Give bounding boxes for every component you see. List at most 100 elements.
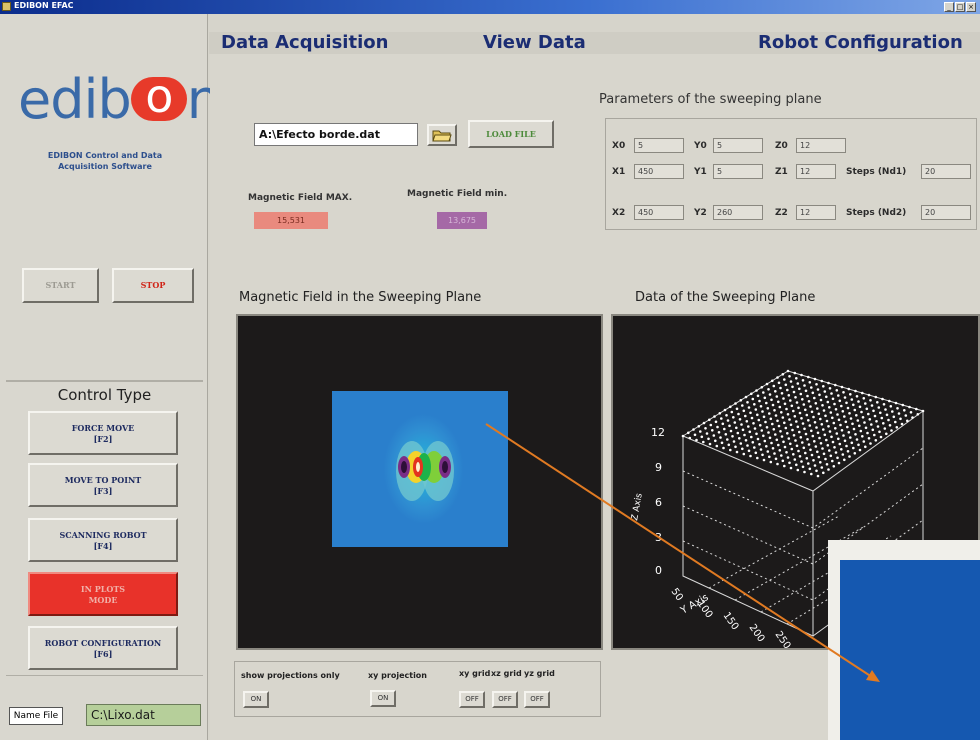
tab-robot-configuration[interactable]: Robot Configuration — [758, 32, 963, 53]
yz-grid-toggle[interactable]: OFF — [524, 691, 550, 708]
data-point — [825, 419, 829, 423]
data-point — [723, 427, 726, 431]
control-type-panel — [6, 380, 203, 676]
data-point — [867, 393, 871, 397]
data-point — [699, 430, 702, 433]
data-point — [727, 443, 731, 447]
name-file-field[interactable]: C:\Lixo.dat — [86, 704, 201, 726]
data-point — [838, 442, 842, 446]
load-file-button[interactable]: LOAD FILE — [468, 120, 554, 148]
xy-grid-toggle[interactable]: OFF — [459, 691, 485, 708]
data-point — [770, 441, 773, 445]
data-point — [858, 405, 862, 409]
data-point — [762, 434, 765, 438]
data-point — [801, 465, 805, 469]
data-point — [806, 394, 809, 398]
data-point — [916, 413, 920, 416]
stop-button[interactable]: STOP — [112, 268, 194, 303]
software-subtitle: EDIBON Control and Data Acquisition Soft… — [20, 150, 190, 172]
close-button[interactable]: × — [966, 2, 976, 12]
data-point — [753, 446, 756, 449]
data-point — [805, 413, 809, 417]
data-point — [697, 425, 701, 428]
start-button[interactable]: START — [22, 268, 99, 303]
data-point — [781, 373, 785, 376]
data-point — [829, 411, 833, 414]
data-point — [900, 422, 904, 426]
minimize-button[interactable]: _ — [944, 2, 954, 12]
data-point — [782, 397, 785, 400]
parameters-title: Parameters of the sweeping plane — [599, 92, 822, 107]
z-tick: 9 — [655, 461, 662, 474]
data-point — [807, 419, 810, 422]
control-type-title: Control Type — [57, 386, 152, 404]
y0-field[interactable]: 5 — [713, 138, 763, 153]
tab-data-acquisition[interactable]: Data Acquisition — [221, 32, 389, 53]
magnetic-field-min-label: Magnetic Field min. — [407, 189, 508, 199]
data-point — [769, 417, 773, 421]
data-point — [855, 414, 858, 417]
x1-field[interactable]: 450 — [634, 164, 684, 179]
xz-grid-toggle[interactable]: OFF — [492, 691, 518, 708]
zoom-inset — [828, 540, 980, 740]
data-point — [816, 407, 819, 410]
data-point — [804, 451, 807, 455]
data-point — [842, 434, 845, 437]
steps-nd2-field[interactable]: 20 — [921, 205, 971, 220]
data-point — [881, 397, 884, 401]
data-point — [796, 425, 800, 429]
y2-field[interactable]: 260 — [713, 205, 763, 220]
z0-field[interactable]: 12 — [796, 138, 846, 153]
data-point — [757, 418, 761, 422]
force-move-button[interactable]: FORCE MOVE [F2] — [28, 411, 178, 455]
z1-field[interactable]: 12 — [796, 164, 836, 179]
data-point — [765, 401, 768, 405]
data-point — [746, 401, 749, 404]
y1-field[interactable]: 5 — [713, 164, 763, 179]
data-point — [870, 423, 873, 426]
data-point — [813, 464, 817, 467]
file-path-input[interactable]: A:\Efecto borde.dat — [254, 123, 418, 146]
data-point — [763, 439, 767, 443]
steps-nd1-field[interactable]: 20 — [921, 164, 971, 179]
z2-field[interactable]: 12 — [796, 205, 836, 220]
maximize-button[interactable]: □ — [955, 2, 965, 12]
data-point — [776, 419, 779, 423]
xy-projection-toggle[interactable]: ON — [370, 690, 396, 707]
data-point — [759, 448, 763, 451]
data-point — [869, 399, 872, 402]
show-projections-toggle[interactable]: ON — [243, 691, 269, 708]
data-point — [878, 430, 881, 434]
data-point — [746, 444, 749, 447]
data-point — [824, 414, 827, 418]
data-point — [855, 438, 859, 441]
data-point — [747, 406, 751, 409]
data-point — [906, 419, 909, 423]
scanning-robot-button[interactable]: SCANNING ROBOT [F4] — [28, 518, 178, 562]
tab-view-data[interactable]: View Data — [483, 32, 586, 53]
data-point — [877, 406, 881, 409]
data-point — [789, 399, 792, 402]
data-point — [717, 431, 721, 434]
xy-projection-label: xy projection — [368, 671, 427, 680]
data-point — [792, 390, 796, 394]
data-point — [888, 424, 892, 427]
x0-field[interactable]: 5 — [634, 138, 684, 153]
name-file-label: Name File — [9, 707, 63, 725]
magnetic-field-heatmap[interactable] — [236, 314, 603, 650]
data-point — [809, 405, 812, 408]
x2-field[interactable]: 450 — [634, 205, 684, 220]
data-point — [831, 416, 834, 420]
move-to-point-button[interactable]: MOVE TO POINT [F3] — [28, 463, 178, 507]
robot-configuration-button[interactable]: ROBOT CONFIGURATION [F6] — [28, 626, 178, 670]
data-point — [772, 428, 776, 431]
data-point — [828, 449, 831, 452]
in-plots-mode-button[interactable]: IN PLOTS MODE — [28, 572, 178, 616]
data-point — [803, 427, 806, 431]
data-point — [750, 435, 753, 439]
data-point — [835, 389, 839, 392]
data-point — [744, 395, 748, 399]
data-point — [756, 394, 760, 398]
browse-folder-button[interactable] — [427, 124, 457, 146]
